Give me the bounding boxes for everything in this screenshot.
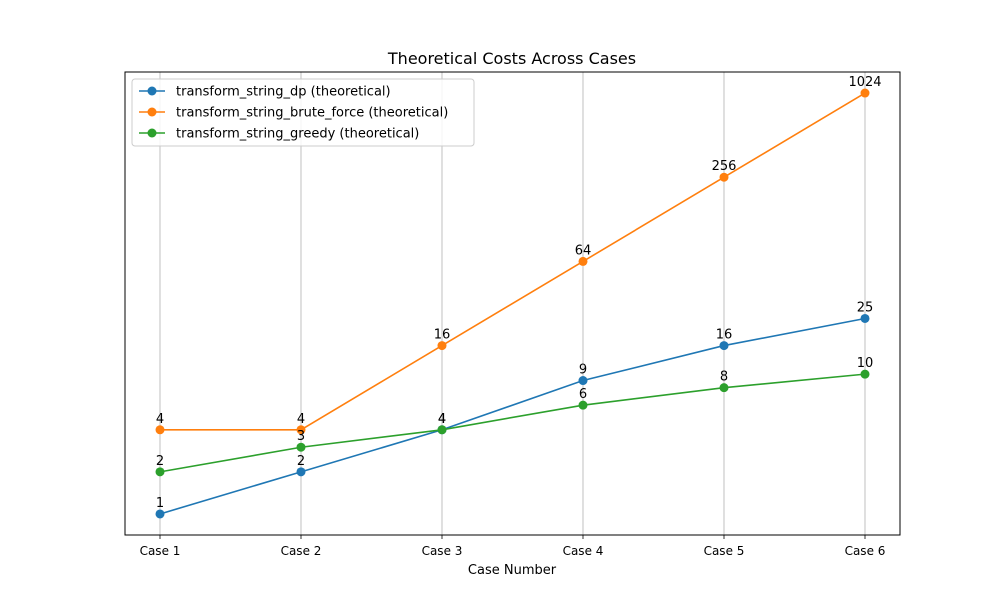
plot-frame (124, 71, 901, 536)
data-label: 1 (156, 496, 164, 511)
data-label: 16 (716, 328, 733, 343)
data-point (155, 467, 165, 477)
legend-label: transform_string_dp (theoretical) (176, 85, 391, 100)
x-tick-label: Case 4 (563, 544, 604, 558)
x-tick-label: Case 2 (281, 544, 322, 558)
legend-label: transform_string_greedy (theoretical) (176, 127, 419, 142)
x-tick-label: Case 6 (845, 544, 886, 558)
data-point (578, 256, 588, 266)
data-label: 10 (857, 356, 874, 371)
data-label: 25 (857, 300, 874, 315)
data-point (860, 369, 870, 379)
data-point (719, 383, 729, 393)
legend-swatch-marker (147, 86, 157, 96)
legend-box (131, 78, 475, 147)
data-label: 8 (720, 370, 728, 385)
data-point (578, 376, 588, 386)
legend-label: transform_string_brute_force (theoretica… (176, 106, 448, 121)
x-axis-label: Case Number (468, 563, 557, 578)
data-label: 256 (712, 159, 737, 174)
data-point (719, 172, 729, 182)
x-tick-label: Case 1 (140, 544, 181, 558)
data-label: 4 (156, 412, 164, 427)
data-label: 2 (297, 454, 305, 469)
data-label: 16 (434, 328, 451, 343)
series-line (159, 373, 866, 473)
series-line (159, 317, 866, 515)
data-point (437, 425, 447, 435)
data-label: 4 (438, 412, 446, 427)
x-tick-label: Case 3 (422, 544, 463, 558)
data-point (860, 88, 870, 98)
data-label: 1024 (848, 75, 881, 90)
x-tick-label: Case 5 (704, 544, 745, 558)
legend-items: transform_string_dp (theoretical) transfo… (139, 85, 448, 142)
series-lines (159, 92, 866, 515)
data-label: 4 (297, 412, 305, 427)
data-point (860, 313, 870, 323)
data-point (296, 425, 306, 435)
series-points (155, 88, 870, 519)
series-line (160, 92, 866, 431)
grid-layer (159, 72, 866, 535)
data-point (437, 341, 447, 351)
data-label: 2 (156, 454, 164, 469)
legend: transform_string_dp (theoretical) transfo… (131, 78, 475, 147)
data-label: 9 (579, 363, 587, 378)
chart-title: Theoretical Costs Across Cases (387, 49, 636, 68)
data-point (155, 425, 165, 435)
data-point (155, 509, 165, 519)
data-label: 3 (297, 429, 305, 444)
data-label: 4 (438, 412, 446, 427)
data-point (296, 467, 306, 477)
legend-swatch-marker (147, 128, 157, 138)
data-label: 6 (579, 387, 587, 402)
data-point (296, 442, 306, 452)
data-label: 64 (575, 243, 592, 258)
x-axis-ticks: Case 1 Case 2 Case 3 Case 4 Case 5 Case 6 (140, 535, 886, 558)
data-point (719, 341, 729, 351)
legend-swatch-marker (147, 107, 157, 117)
data-point (578, 400, 588, 410)
